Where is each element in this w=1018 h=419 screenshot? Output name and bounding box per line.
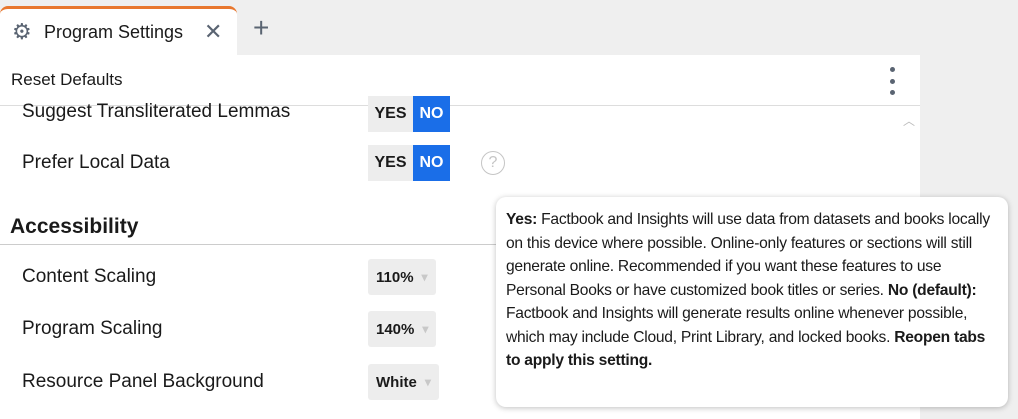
no-option[interactable]: NO — [413, 96, 450, 132]
setting-label: Content Scaling — [22, 266, 157, 287]
setting-label: Prefer Local Data — [22, 152, 170, 173]
tooltip-yes-text: Factbook and Insights will use data from… — [506, 211, 990, 299]
chevron-down-icon: ▾ — [424, 375, 431, 389]
content-scaling-select[interactable]: 110% ▾ — [368, 259, 436, 295]
chevron-down-icon: ▾ — [422, 322, 429, 336]
close-icon[interactable]: ✕ — [204, 19, 223, 44]
tooltip-footer: Reopen tabs to apply this setting. — [506, 328, 986, 370]
select-value: 110% — [376, 268, 414, 286]
chevron-down-icon: ▾ — [421, 270, 428, 284]
divider — [0, 244, 920, 245]
setting-label: Program Scaling — [22, 318, 163, 339]
yes-option[interactable]: YES — [368, 96, 413, 132]
tooltip-no-text: Factbook and Insights will generate resu… — [506, 305, 968, 346]
resource-panel-background-select[interactable]: White ▾ — [368, 364, 439, 400]
yes-option[interactable]: YES — [368, 145, 413, 181]
setting-label: Suggest Transliterated Lemmas — [22, 101, 291, 122]
select-value: White — [376, 373, 417, 391]
tab-title: Program Settings — [44, 21, 184, 42]
select-value: 140% — [376, 320, 415, 338]
tab-program-settings[interactable]: ⚙ Program Settings ✕ — [0, 6, 237, 55]
scroll-up-icon[interactable]: ︿ — [903, 114, 916, 128]
more-options-icon[interactable] — [885, 67, 899, 95]
no-option[interactable]: NO — [413, 145, 450, 181]
tooltip-yes-label: Yes: — [506, 211, 538, 228]
new-tab-button[interactable]: + — [253, 12, 270, 43]
program-scaling-select[interactable]: 140% ▾ — [368, 311, 437, 347]
help-icon[interactable]: ? — [481, 151, 505, 175]
help-tooltip: Yes: Factbook and Insights will use data… — [496, 197, 1008, 407]
tab-bar: ⚙ Program Settings ✕ + — [0, 0, 1018, 55]
reset-defaults-button[interactable]: Reset Defaults — [11, 70, 123, 89]
tooltip-no-label: No (default): — [887, 281, 977, 299]
prefer-local-data-toggle[interactable]: YES NO — [368, 145, 450, 181]
toolbar: Reset Defaults — [0, 55, 920, 106]
gear-icon: ⚙ — [12, 19, 32, 44]
section-heading: Accessibility — [10, 215, 139, 238]
setting-label: Resource Panel Background — [22, 371, 264, 392]
suggest-lemmas-toggle[interactable]: YES NO — [368, 96, 450, 132]
